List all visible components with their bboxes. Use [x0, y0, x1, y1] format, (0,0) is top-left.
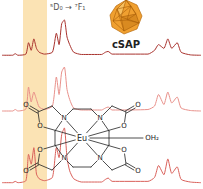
- html-text:⁵D₀ → ⁷F₁: ⁵D₀ → ⁷F₁: [50, 3, 86, 12]
- svg-text:O: O: [121, 122, 127, 130]
- svg-text:N: N: [97, 154, 102, 162]
- svg-text:Eu: Eu: [77, 134, 87, 143]
- svg-text:O: O: [23, 167, 29, 175]
- svg-text:O: O: [37, 122, 43, 130]
- svg-text:O: O: [121, 146, 127, 154]
- svg-text:N: N: [61, 114, 66, 122]
- svg-text:N: N: [97, 114, 102, 122]
- svg-text:cSAP: cSAP: [112, 39, 140, 50]
- svg-text:O: O: [23, 101, 29, 109]
- svg-text:OH₂: OH₂: [145, 134, 159, 142]
- svg-text:O: O: [135, 167, 141, 175]
- svg-text:O: O: [135, 101, 141, 109]
- svg-text:O: O: [37, 146, 43, 154]
- svg-text:N: N: [61, 154, 66, 162]
